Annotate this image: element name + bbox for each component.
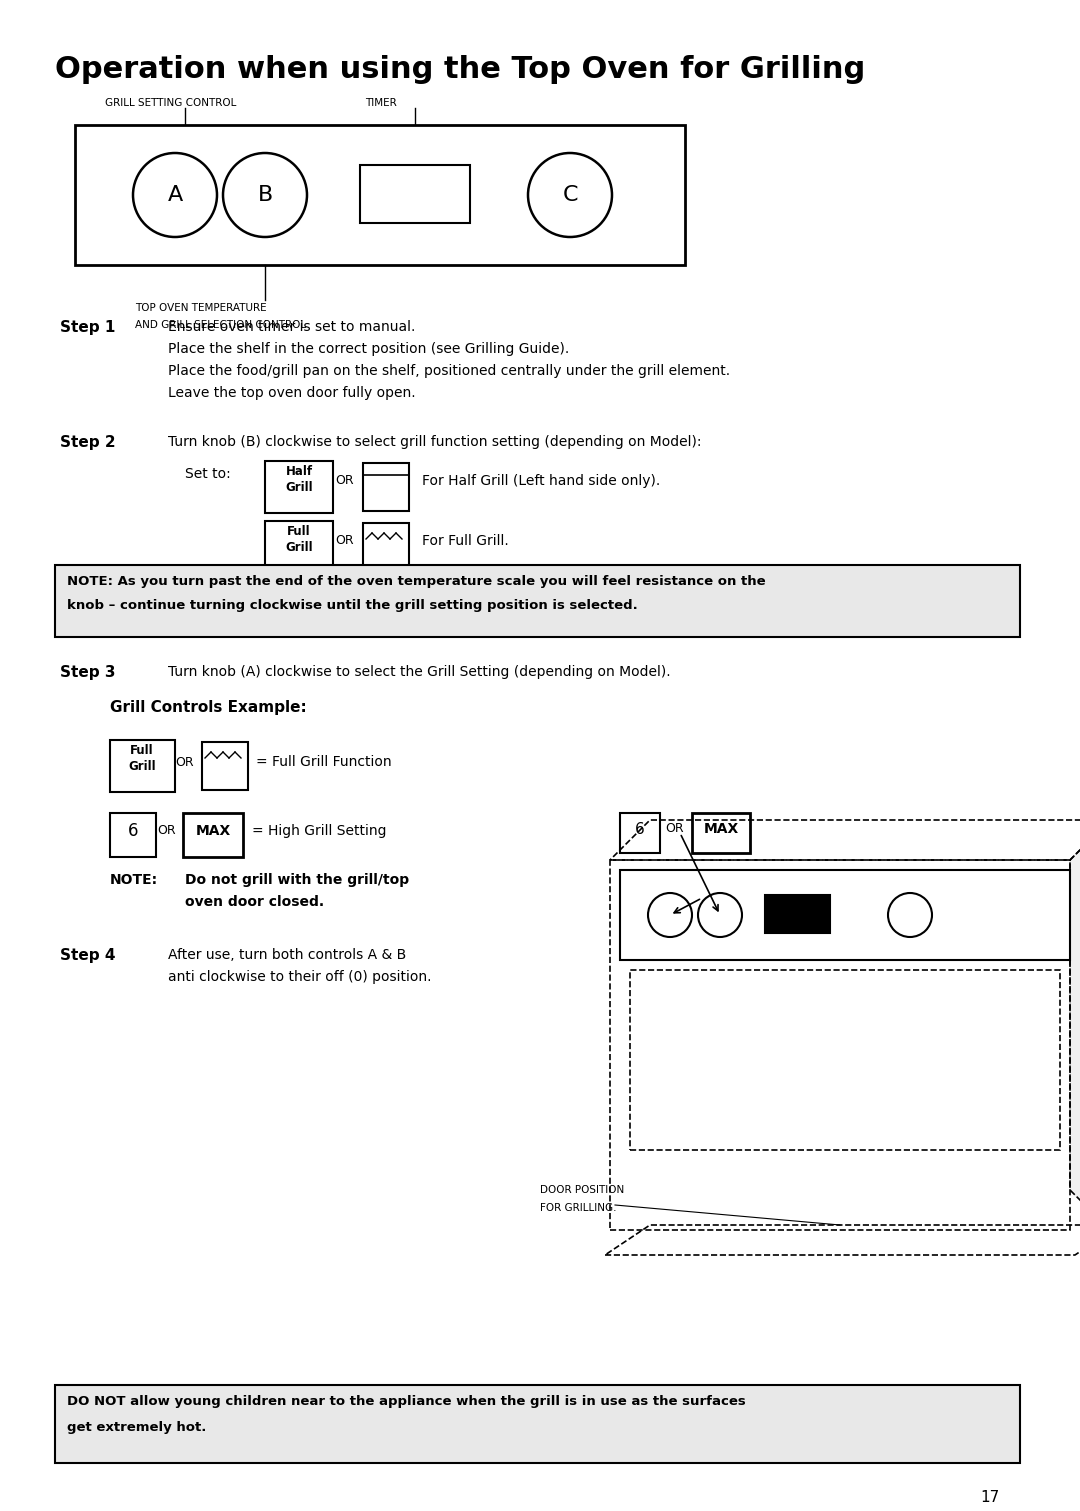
Bar [55, 1386, 1020, 1463]
Bar [265, 521, 333, 573]
Text: OR: OR [158, 825, 176, 837]
Text: OR: OR [758, 884, 777, 896]
Text: knob – continue turning clockwise until the grill setting position is selected.: knob – continue turning clockwise until … [67, 598, 638, 612]
Text: A: A [167, 184, 183, 205]
Text: 6: 6 [635, 822, 645, 837]
Bar [202, 742, 248, 790]
Text: Grill Controls Example:: Grill Controls Example: [110, 700, 307, 715]
Bar [55, 565, 1020, 638]
Circle shape [648, 893, 692, 937]
Text: Step 2: Step 2 [60, 435, 116, 450]
Text: Turn knob (A) clockwise to select the Grill Setting (depending on Model).: Turn knob (A) clockwise to select the Gr… [168, 665, 671, 678]
Text: Set to:: Set to: [185, 467, 231, 480]
Text: DO NOT allow young children near to the appliance when the grill is in use as th: DO NOT allow young children near to the … [67, 1395, 746, 1408]
Text: Do not grill with the grill/top: Do not grill with the grill/top [185, 873, 409, 887]
Text: Full: Full [287, 524, 311, 538]
Text: GRILL SETTING CONTROL: GRILL SETTING CONTROL [105, 98, 237, 107]
Text: get extremely hot.: get extremely hot. [67, 1420, 206, 1434]
Text: 6: 6 [127, 822, 138, 840]
Text: NOTE: As you turn past the end of the oven temperature scale you will feel resis: NOTE: As you turn past the end of the ov… [67, 576, 766, 588]
Text: Turn knob (B) clockwise to select grill function setting (depending on Model):: Turn knob (B) clockwise to select grill … [168, 435, 702, 449]
Bar [630, 970, 1059, 1150]
Text: Operation when using the Top Oven for Grilling: Operation when using the Top Oven for Gr… [55, 54, 865, 85]
Text: TOP OVEN TEMPERATURE: TOP OVEN TEMPERATURE [135, 304, 267, 313]
Text: NOTE:: NOTE: [110, 873, 158, 887]
Text: oven door closed.: oven door closed. [185, 895, 324, 910]
Bar [265, 461, 333, 514]
Text: Place the shelf in the correct position (see Grilling Guide).: Place the shelf in the correct position … [168, 341, 569, 357]
Text: Place the food/grill pan on the shelf, positioned centrally under the grill elem: Place the food/grill pan on the shelf, p… [168, 364, 730, 378]
Bar [363, 523, 409, 571]
Bar [620, 870, 1070, 959]
Text: Grill: Grill [285, 541, 313, 555]
Text: anti clockwise to their off (0) position.: anti clockwise to their off (0) position… [168, 970, 432, 984]
Text: AND GRILL SELECTION CONTROL: AND GRILL SELECTION CONTROL [135, 320, 306, 329]
Bar [75, 125, 685, 264]
Bar [692, 867, 757, 920]
Bar [620, 813, 660, 854]
Bar [610, 860, 1070, 1230]
Text: Step 1: Step 1 [60, 320, 116, 335]
Text: Grill: Grill [129, 760, 156, 774]
Circle shape [698, 893, 742, 937]
Text: Step 4: Step 4 [60, 947, 116, 963]
Circle shape [528, 153, 612, 237]
Bar [360, 165, 470, 224]
Text: Step 3: Step 3 [60, 665, 116, 680]
Text: = High Grill Setting: = High Grill Setting [252, 823, 387, 839]
Bar [363, 462, 409, 511]
Text: Leave the top oven door fully open.: Leave the top oven door fully open. [168, 385, 416, 400]
Text: Grill: Grill [285, 480, 313, 494]
Text: Full: Full [712, 872, 735, 885]
Text: DOOR POSITION: DOOR POSITION [540, 1185, 624, 1195]
Text: For Half Grill (Left hand side only).: For Half Grill (Left hand side only). [422, 474, 660, 488]
Circle shape [888, 893, 932, 937]
Polygon shape [1070, 820, 1080, 1230]
Text: OR: OR [176, 756, 194, 769]
Bar [183, 813, 243, 857]
Text: Full: Full [131, 743, 153, 757]
Text: Grill: Grill [711, 888, 738, 901]
Text: C: C [563, 184, 578, 205]
Text: = Full Grill Function: = Full Grill Function [256, 756, 392, 769]
Text: MAX: MAX [195, 823, 231, 839]
Text: B: B [257, 184, 272, 205]
Text: FOR GRILLING.: FOR GRILLING. [540, 1203, 617, 1213]
Text: OR: OR [336, 474, 354, 488]
Text: Half: Half [285, 465, 312, 477]
Text: MAX: MAX [703, 822, 739, 836]
Bar [692, 813, 750, 854]
Bar [765, 895, 831, 932]
Text: TIMER: TIMER [365, 98, 396, 107]
Text: OR: OR [665, 822, 685, 836]
Bar [784, 870, 828, 919]
Text: OR: OR [336, 535, 354, 547]
Polygon shape [610, 820, 1080, 860]
Text: 17: 17 [981, 1490, 1000, 1505]
Circle shape [222, 153, 307, 237]
Bar [110, 813, 156, 857]
Text: After use, turn both controls A & B: After use, turn both controls A & B [168, 947, 406, 963]
Text: Ensure oven timer is set to manual.: Ensure oven timer is set to manual. [168, 320, 416, 334]
Bar [110, 740, 175, 792]
Circle shape [133, 153, 217, 237]
Text: For Full Grill.: For Full Grill. [422, 533, 509, 548]
